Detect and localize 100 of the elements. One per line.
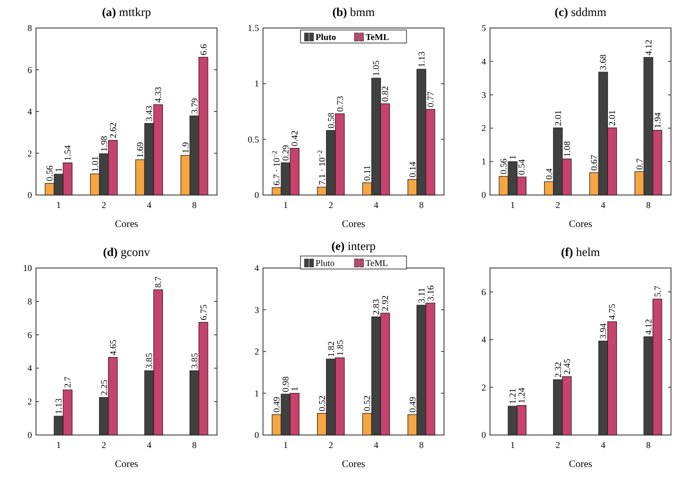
- y-tick-label: 5: [482, 23, 486, 33]
- y-tick-label: 2: [28, 396, 32, 407]
- data-label: 2.01: [607, 110, 618, 126]
- data-label: 3.85: [144, 352, 154, 369]
- data-label: 1.94: [652, 112, 662, 128]
- y-tick-label: 1.5: [248, 23, 260, 33]
- x-tick-label: 4: [374, 440, 379, 450]
- y-tick-label: 0: [482, 430, 486, 440]
- data-label: 0.98: [280, 376, 291, 392]
- data-label: 0.14: [407, 161, 418, 178]
- data-label: 3.85: [189, 352, 200, 369]
- data-label: 2.83: [371, 298, 382, 315]
- data-label: 1.69: [135, 141, 146, 158]
- y-tick-label: 6: [28, 330, 32, 340]
- data-label: 0.58: [326, 112, 336, 128]
- data-label: 1.98: [98, 135, 109, 152]
- data-label: 0.73: [334, 95, 345, 112]
- y-tick-label: 1: [482, 156, 486, 167]
- data-label: 1.13: [416, 50, 426, 68]
- y-tick-label: 0: [28, 430, 32, 440]
- data-label: 8.7: [153, 276, 164, 288]
- data-label: 4.33: [153, 86, 164, 103]
- data-label: 2.7: [62, 376, 73, 388]
- data-label: 1: [508, 155, 518, 160]
- legend-label: Pluto: [316, 258, 336, 268]
- x-tick-label: 8: [646, 440, 652, 450]
- x-tick-label: 2: [102, 440, 106, 450]
- data-label: 1.24: [516, 387, 527, 404]
- data-label: 3.94: [598, 322, 608, 340]
- x-tick-label: 4: [600, 200, 606, 210]
- x-tick-label: 8: [419, 440, 424, 450]
- data-label: 1.82: [326, 341, 336, 358]
- y-tick-label: 0: [482, 190, 486, 200]
- legend-label: TeML: [366, 258, 388, 268]
- x-tick-label: 2: [556, 200, 560, 210]
- x-tick-label: 8: [646, 200, 652, 210]
- data-label: 3.16: [425, 284, 436, 302]
- chart-title: (e) interp: [331, 239, 376, 253]
- data-label: 3.43: [144, 105, 154, 122]
- data-label: 3.68: [598, 54, 608, 70]
- data-label: 0.4: [544, 168, 554, 180]
- y-tick-label: 2: [254, 346, 259, 356]
- data-label: 4.65: [108, 339, 118, 356]
- legend-label: TeML: [366, 32, 390, 42]
- chart-title: (a) mttkrp: [102, 5, 151, 19]
- y-tick-label: 4: [28, 106, 32, 116]
- data-label: 0.7: [634, 158, 644, 170]
- data-label: 0.56: [498, 158, 509, 174]
- data-label: 0.29: [280, 144, 291, 161]
- data-label: 1.9: [180, 142, 190, 154]
- y-tick-label: 0.5: [248, 134, 260, 144]
- y-tick-label: 2: [482, 123, 486, 134]
- data-label: 0.54: [516, 158, 527, 175]
- y-tick-label: 2: [28, 148, 32, 158]
- data-label: 1.08: [562, 140, 572, 157]
- x-axis-title: Cores: [568, 219, 592, 230]
- data-label: 4.12: [643, 40, 654, 56]
- y-tick-label: 6: [482, 286, 486, 297]
- y-tick-label: 8: [28, 296, 32, 306]
- data-label: 0.49: [272, 396, 282, 413]
- data-label: 0.82: [380, 86, 390, 102]
- x-tick-label: 1: [56, 440, 61, 450]
- chart-title: (b) bmm: [332, 5, 376, 19]
- y-tick-label: 4: [482, 334, 486, 345]
- x-tick-label: 2: [102, 200, 106, 210]
- x-tick-label: 1: [510, 440, 515, 450]
- data-label: 2.32: [552, 362, 563, 378]
- x-axis-title: Cores: [114, 459, 138, 470]
- data-label: 0.67: [589, 154, 600, 171]
- data-label: 2.62: [108, 122, 118, 138]
- y-tick-label: 6: [28, 64, 32, 75]
- data-label: 0.42: [290, 130, 300, 146]
- data-label: 6.75: [198, 304, 208, 320]
- chart-title: (f) helm: [561, 245, 601, 259]
- y-tick-label: 4: [254, 263, 260, 273]
- x-tick-label: 1: [283, 200, 288, 210]
- chart-title: (d) gconv: [103, 245, 150, 259]
- y-tick-label: 3: [254, 304, 260, 315]
- x-tick-label: 2: [328, 440, 334, 450]
- x-tick-label: 4: [146, 200, 152, 210]
- data-label: 0.56: [44, 165, 55, 182]
- y-tick-label: 0: [28, 190, 32, 200]
- x-axis-title: Cores: [114, 219, 138, 230]
- x-tick-label: 8: [419, 200, 424, 210]
- x-tick-label: 1: [56, 200, 61, 210]
- data-label: 1.05: [371, 60, 382, 76]
- chart-title: (c) sddmm: [554, 5, 607, 19]
- x-tick-label: 2: [556, 440, 560, 450]
- y-tick-label: 0: [254, 430, 260, 440]
- x-tick-label: 4: [374, 200, 379, 210]
- data-label: 0.11: [362, 165, 372, 181]
- x-tick-label: 1: [510, 200, 515, 210]
- data-label: 2.92: [380, 295, 390, 312]
- y-tick-label: 1: [254, 78, 259, 89]
- y-tick-label: 2: [482, 382, 486, 392]
- x-axis-title: Cores: [342, 459, 366, 470]
- y-tick-label: 4: [28, 363, 32, 374]
- data-label: 1.01: [90, 156, 100, 172]
- x-tick-label: 8: [192, 200, 198, 210]
- x-tick-label: 4: [146, 440, 152, 450]
